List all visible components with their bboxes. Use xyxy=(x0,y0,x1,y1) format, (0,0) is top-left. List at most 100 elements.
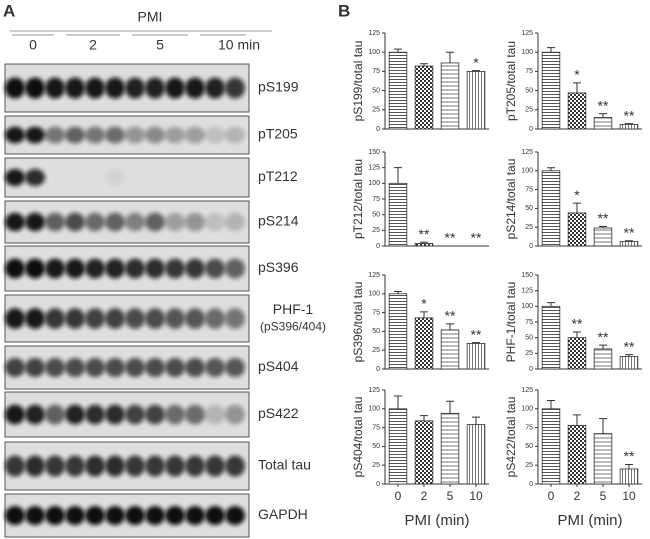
band xyxy=(185,506,205,525)
band xyxy=(205,506,225,525)
band xyxy=(5,258,25,279)
band xyxy=(145,308,165,329)
band xyxy=(5,308,25,329)
bar xyxy=(466,424,486,485)
y-tick-label: 125 xyxy=(368,387,380,394)
band xyxy=(25,212,45,232)
band xyxy=(225,506,245,525)
significance: ** xyxy=(624,107,635,123)
row-label: pT205 xyxy=(258,126,298,142)
y-tick-label: 50 xyxy=(372,212,380,219)
band xyxy=(125,126,145,144)
band xyxy=(145,455,165,477)
bar xyxy=(593,348,613,370)
band xyxy=(225,126,245,144)
band xyxy=(145,358,165,377)
band xyxy=(205,308,225,329)
error-bar xyxy=(625,463,633,469)
y-tick-label: 0 xyxy=(529,366,533,373)
y-tick-label: 125 xyxy=(368,272,380,279)
band xyxy=(25,455,45,477)
band xyxy=(65,77,85,99)
row-label: PHF-1 xyxy=(273,301,314,317)
bar xyxy=(388,51,408,130)
error-bar xyxy=(573,202,581,213)
band xyxy=(125,258,145,279)
panel-label: B xyxy=(338,1,350,20)
band xyxy=(25,308,45,329)
error-bar xyxy=(420,415,428,421)
error-bar xyxy=(599,344,607,349)
y-tick-label: 50 xyxy=(525,335,533,342)
significance: * xyxy=(574,187,580,203)
y-tick-label: 125 xyxy=(521,30,533,37)
y-tick-label: 0 xyxy=(376,243,380,250)
band xyxy=(65,358,85,377)
bar xyxy=(593,433,613,485)
y-tick-label: 100 xyxy=(521,168,533,175)
band xyxy=(25,358,45,377)
error-bar xyxy=(547,167,555,171)
band xyxy=(205,126,225,144)
significance: ** xyxy=(598,329,609,345)
band xyxy=(105,506,125,525)
row-label: pS422 xyxy=(258,405,299,421)
band xyxy=(225,308,245,329)
significance: ** xyxy=(598,97,609,113)
bar xyxy=(541,51,561,130)
band xyxy=(45,308,65,329)
significance: ** xyxy=(419,226,430,242)
bar xyxy=(414,243,434,247)
band xyxy=(145,126,165,144)
row-note: (pS396/404) xyxy=(260,320,326,334)
band xyxy=(225,77,245,99)
band xyxy=(185,212,205,232)
error-bar xyxy=(547,400,555,409)
y-tick-label: 50 xyxy=(372,443,380,450)
band xyxy=(65,404,85,425)
error-bar xyxy=(547,302,555,307)
band xyxy=(65,506,85,525)
band xyxy=(125,506,145,525)
x-tick-label: 5 xyxy=(600,489,607,503)
band xyxy=(5,126,25,144)
band xyxy=(25,258,45,279)
band xyxy=(125,455,145,477)
bar xyxy=(567,212,587,247)
bar xyxy=(541,408,561,485)
y-tick-label: 25 xyxy=(372,107,380,114)
error-bar xyxy=(599,225,607,228)
bar xyxy=(440,412,460,485)
significance: ** xyxy=(598,210,609,226)
band xyxy=(5,212,25,232)
band xyxy=(165,506,185,525)
group-label: 5 xyxy=(156,37,164,53)
band xyxy=(65,455,85,477)
bar xyxy=(567,337,587,370)
y-tick-label: 25 xyxy=(525,462,533,469)
y-tick-label: 75 xyxy=(372,309,380,316)
error-bar xyxy=(446,323,454,330)
band xyxy=(185,258,205,279)
y-axis-label: pS396/total tau xyxy=(351,282,365,363)
error-bar xyxy=(446,51,454,63)
y-tick-label: 100 xyxy=(368,291,380,298)
band xyxy=(85,506,105,525)
y-tick-label: 25 xyxy=(372,347,380,354)
band xyxy=(225,404,245,425)
error-bar xyxy=(394,48,402,53)
y-axis-label: PHF-1/total tau xyxy=(504,282,518,363)
band xyxy=(205,455,225,477)
y-axis-label: pS422/total tau xyxy=(504,397,518,478)
error-bar xyxy=(599,113,607,118)
y-tick-label: 100 xyxy=(521,303,533,310)
band xyxy=(5,358,25,377)
band xyxy=(165,404,185,425)
y-tick-label: 100 xyxy=(521,49,533,56)
band xyxy=(105,212,125,232)
y-tick-label: 75 xyxy=(525,68,533,75)
significance: ** xyxy=(624,448,635,464)
band xyxy=(145,258,165,279)
band xyxy=(105,455,125,477)
y-axis-label: pT212/total tau xyxy=(351,159,365,239)
